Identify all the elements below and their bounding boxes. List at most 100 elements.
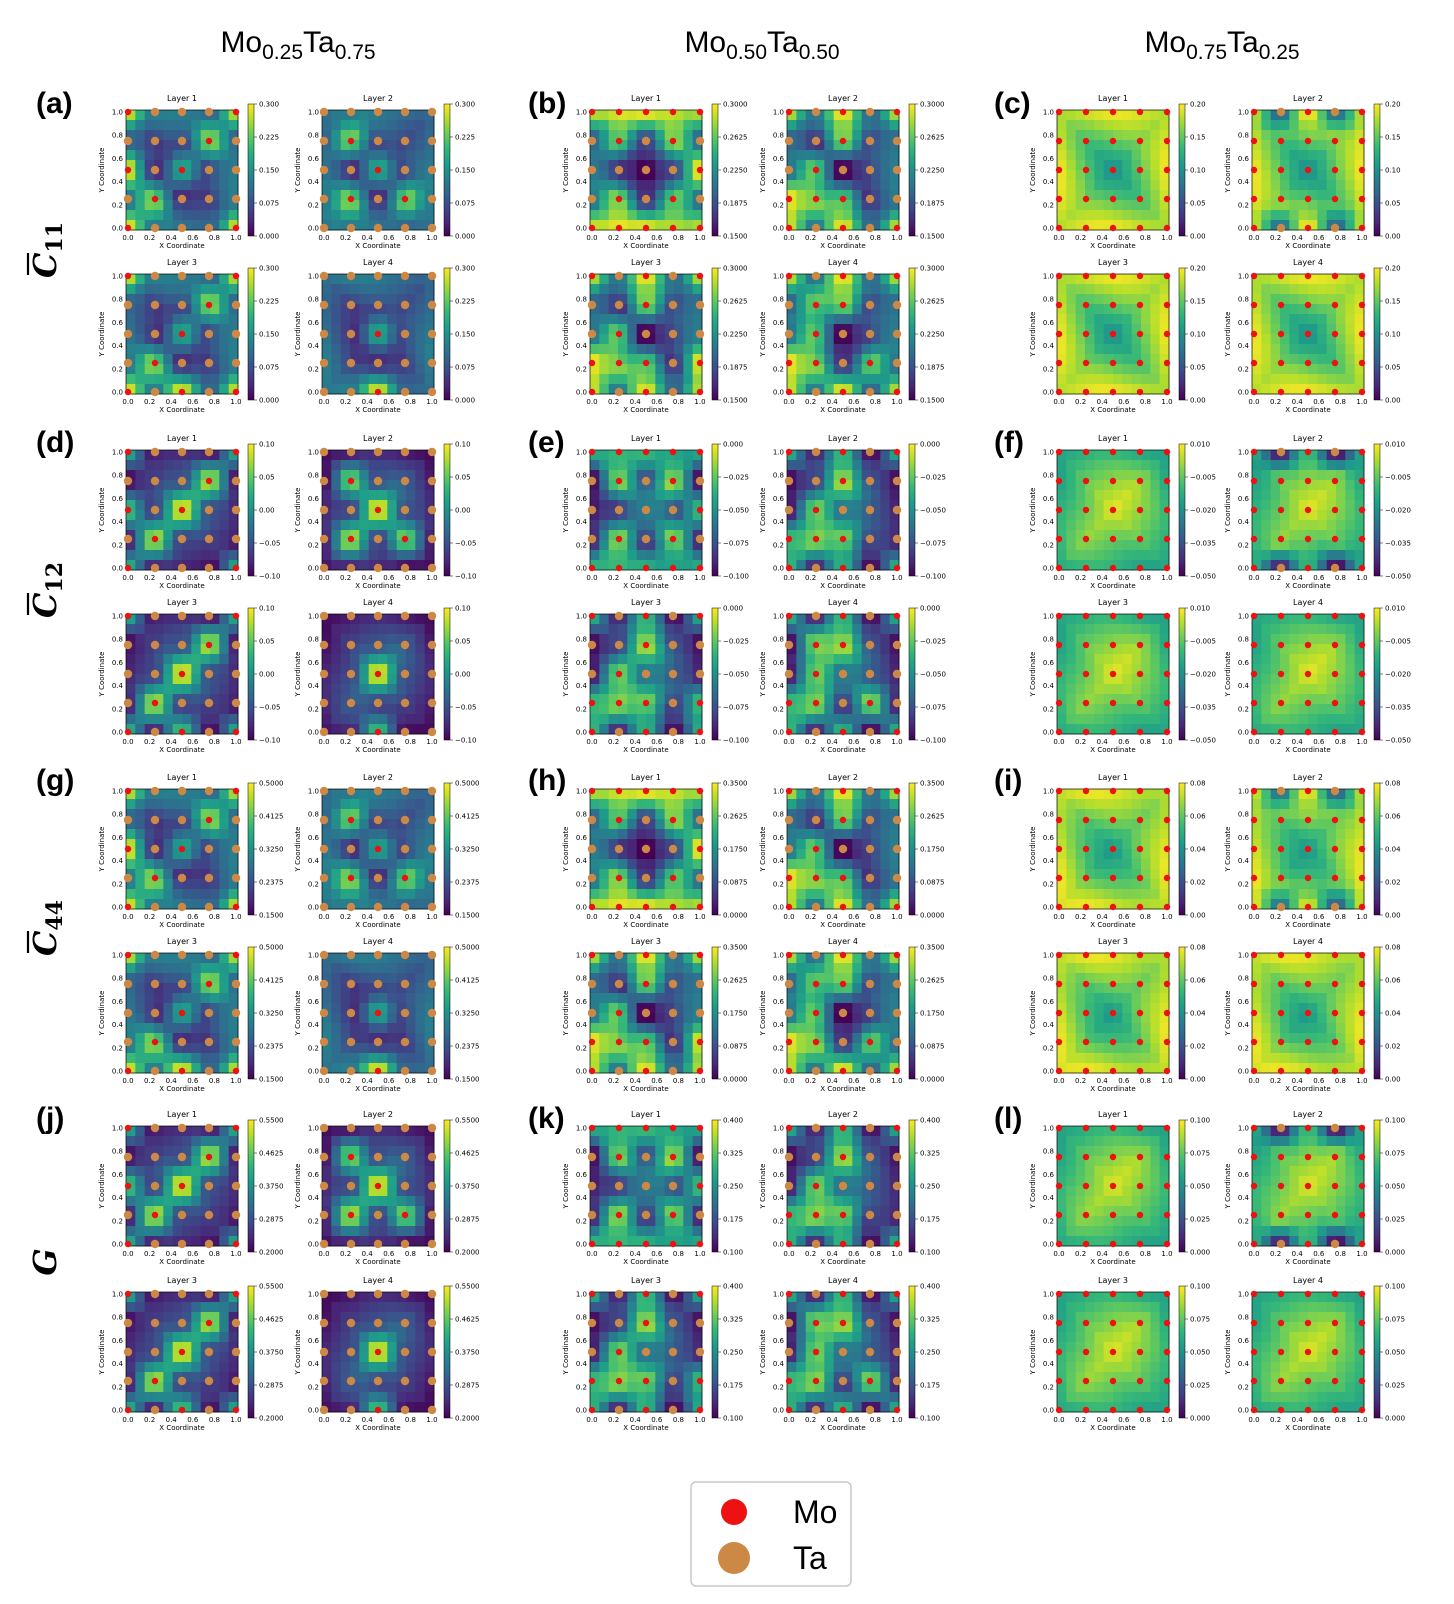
heatmap-cell: [824, 520, 835, 531]
ta-atom-marker: [427, 640, 437, 650]
heatmap-cell: [618, 654, 628, 665]
heatmap-cell: [805, 480, 816, 491]
colorbar-tick-label: 0.225: [259, 134, 279, 142]
heatmap-cell: [683, 324, 694, 335]
heatmap-cell: [322, 190, 332, 201]
heatmap-cell: [219, 344, 230, 355]
heatmap-cell: [1085, 274, 1095, 285]
heatmap-cell: [683, 180, 694, 191]
heatmap-cell: [144, 839, 155, 850]
heatmap-cell: [796, 354, 807, 365]
ta-atom-marker: [177, 902, 187, 912]
heatmap-cell: [331, 829, 342, 840]
heatmap-cell: [1345, 614, 1356, 625]
mo-atom-marker: [1136, 195, 1144, 203]
heatmap-cell: [787, 520, 797, 531]
heatmap-cell: [359, 150, 370, 161]
heatmap-cell: [1159, 510, 1170, 521]
heatmap-cell: [210, 799, 220, 810]
heatmap-cell: [154, 624, 164, 635]
ta-atom-marker: [400, 107, 410, 117]
x-tick-label: 0.4: [630, 574, 642, 582]
heatmap-cell: [350, 130, 360, 141]
heatmap-cell: [191, 899, 202, 910]
layer-title: Layer 2: [828, 434, 858, 443]
heatmap-cell: [646, 714, 656, 725]
mo-atom-marker: [1331, 641, 1339, 649]
heatmap-cell: [322, 819, 332, 830]
heatmap-cell: [1289, 314, 1300, 325]
mo-atom-marker: [1055, 448, 1063, 456]
mo-atom-marker: [232, 272, 240, 280]
y-tick-label: 0.0: [576, 225, 587, 233]
heatmap-cell: [674, 294, 684, 305]
heatmap-cell: [843, 624, 853, 635]
heatmap-r2-c3-layer1: Layer 10.00.00.20.20.40.40.60.60.80.81.0…: [1029, 434, 1216, 590]
heatmap-cell: [674, 560, 684, 571]
heatmap-r1-c3-layer2: Layer 20.00.00.20.20.40.40.60.60.80.81.0…: [1224, 94, 1401, 250]
heatmap-cell: [406, 130, 416, 141]
heatmap-cell: [322, 839, 332, 850]
mo-atom-marker: [1109, 564, 1117, 572]
heatmap-cell: [1298, 274, 1309, 285]
heatmap-cell: [805, 510, 816, 521]
mo-atom-marker: [1358, 224, 1366, 232]
heatmap-cell: [608, 344, 619, 355]
heatmap-cell: [163, 284, 174, 295]
heatmap-cell: [1261, 304, 1272, 315]
y-axis-label: Y Coordinate: [759, 488, 767, 534]
heatmap-cell: [683, 150, 694, 161]
ta-atom-marker: [587, 669, 597, 679]
mo-atom-marker: [642, 108, 650, 116]
mo-atom-marker: [1250, 108, 1258, 116]
heatmap-cell: [406, 120, 416, 131]
heatmap-cell: [646, 684, 656, 695]
ta-atom-marker: [865, 563, 875, 573]
heatmap-cell: [646, 180, 656, 191]
heatmap-cell: [692, 210, 703, 221]
heatmap-cell: [144, 849, 155, 860]
heatmap-cell: [1326, 374, 1337, 385]
heatmap-cell: [627, 304, 638, 315]
x-tick-label: 0.2: [1075, 234, 1086, 242]
heatmap-cell: [880, 654, 891, 665]
heatmap-cell: [200, 684, 211, 695]
heatmap-cell: [340, 354, 351, 365]
heatmap-cell: [824, 624, 835, 635]
heatmap-cell: [599, 200, 610, 211]
y-axis-label: Y Coordinate: [562, 488, 570, 534]
mo-atom-marker: [1304, 359, 1312, 367]
heatmap-cell: [1057, 364, 1067, 375]
heatmap-cell: [415, 344, 426, 355]
heatmap-cell: [692, 540, 703, 551]
heatmap-cell: [815, 374, 825, 385]
heatmap-cell: [880, 324, 891, 335]
y-tick-label: 0.6: [773, 659, 785, 667]
heatmap-cell: [880, 284, 891, 295]
heatmap-cell: [424, 364, 435, 375]
heatmap-cell: [154, 324, 164, 335]
heatmap-cell: [1122, 384, 1133, 395]
heatmap-cell: [219, 859, 230, 870]
heatmap-cell: [1298, 694, 1309, 705]
heatmap-cell: [135, 859, 146, 870]
colorbar-tick-label: 0.010: [1385, 605, 1405, 613]
mo-atom-marker: [1304, 477, 1312, 485]
heatmap-cell: [1270, 540, 1281, 551]
ta-atom-marker: [838, 669, 848, 679]
heatmap-cell: [824, 614, 835, 625]
x-tick-label: 0.8: [1335, 398, 1346, 406]
mo-atom-marker: [1358, 699, 1366, 707]
panel-letter: (f): [994, 426, 1024, 459]
heatmap-cell: [852, 324, 863, 335]
heatmap-cell: [664, 694, 675, 705]
row-symbol: G: [26, 1248, 64, 1275]
mo-atom-marker: [1136, 166, 1144, 174]
heatmap-cell: [210, 490, 220, 501]
heatmap-cell: [833, 520, 844, 531]
heatmap-cell: [322, 120, 332, 131]
heatmap-cell: [796, 220, 807, 231]
heatmap-cell: [674, 520, 684, 531]
element-fraction: 0.75: [335, 41, 376, 64]
heatmap-cell: [599, 120, 610, 131]
